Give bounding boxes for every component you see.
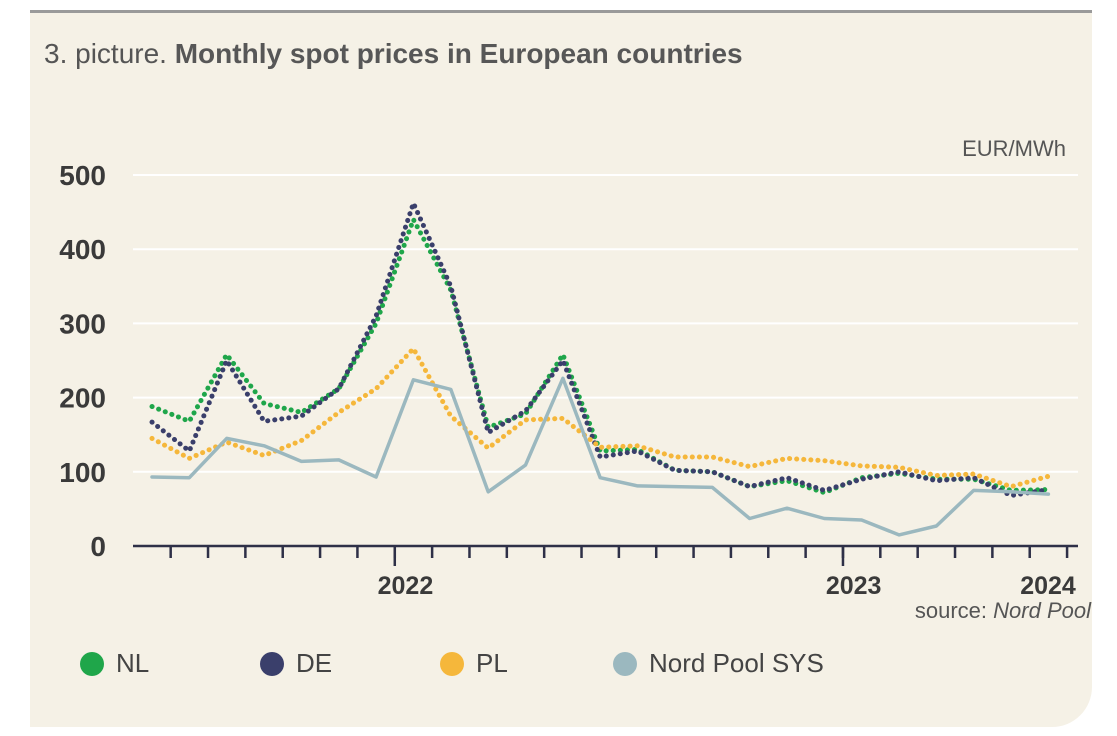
chart-card	[30, 10, 1092, 727]
y-tick-label: 0	[90, 531, 106, 562]
legend-label: NL	[116, 648, 150, 678]
x-tick-label: 2024	[1020, 572, 1076, 600]
y-tick-label: 100	[59, 457, 106, 488]
legend-label: PL	[476, 648, 508, 678]
series-line-nl	[149, 217, 1051, 496]
title-prefix: 3. picture.	[44, 38, 167, 69]
y-tick-label: 200	[59, 383, 106, 414]
y-tick-label: 500	[59, 160, 106, 191]
y-tick-label: 400	[59, 234, 106, 265]
legend-swatch	[80, 651, 104, 676]
series-line-pl	[149, 346, 1051, 490]
x-tick-label: 2023	[826, 572, 882, 600]
legend-label: Nord Pool SYS	[649, 648, 824, 678]
x-tick-label: 2022	[378, 572, 434, 600]
legend-swatch	[613, 651, 637, 676]
source-name: Nord Pool	[993, 598, 1091, 623]
legend: NL DE PL Nord Pool SYS	[50, 648, 1050, 680]
legend-item-de: DE	[260, 648, 332, 679]
legend-label: DE	[296, 648, 333, 678]
y-unit-label: EUR/MWh	[962, 136, 1066, 161]
title-main: Monthly spot prices in European countrie…	[174, 38, 743, 69]
legend-swatch	[260, 651, 284, 676]
series-line-nord-pool-sys	[150, 376, 1051, 537]
source-prefix: source:	[914, 598, 988, 623]
legend-item-nl: NL	[80, 648, 149, 679]
y-tick-label: 300	[59, 308, 106, 339]
chart-title: 3. picture. Monthly spot prices in Europ…	[44, 38, 743, 70]
legend-item-nord-pool-sys: Nord Pool SYS	[613, 648, 824, 679]
legend-swatch	[440, 651, 464, 676]
legend-item-pl: PL	[440, 648, 508, 679]
source-note: source: Nord Pool	[915, 598, 1091, 624]
series-line-de	[149, 200, 1051, 498]
